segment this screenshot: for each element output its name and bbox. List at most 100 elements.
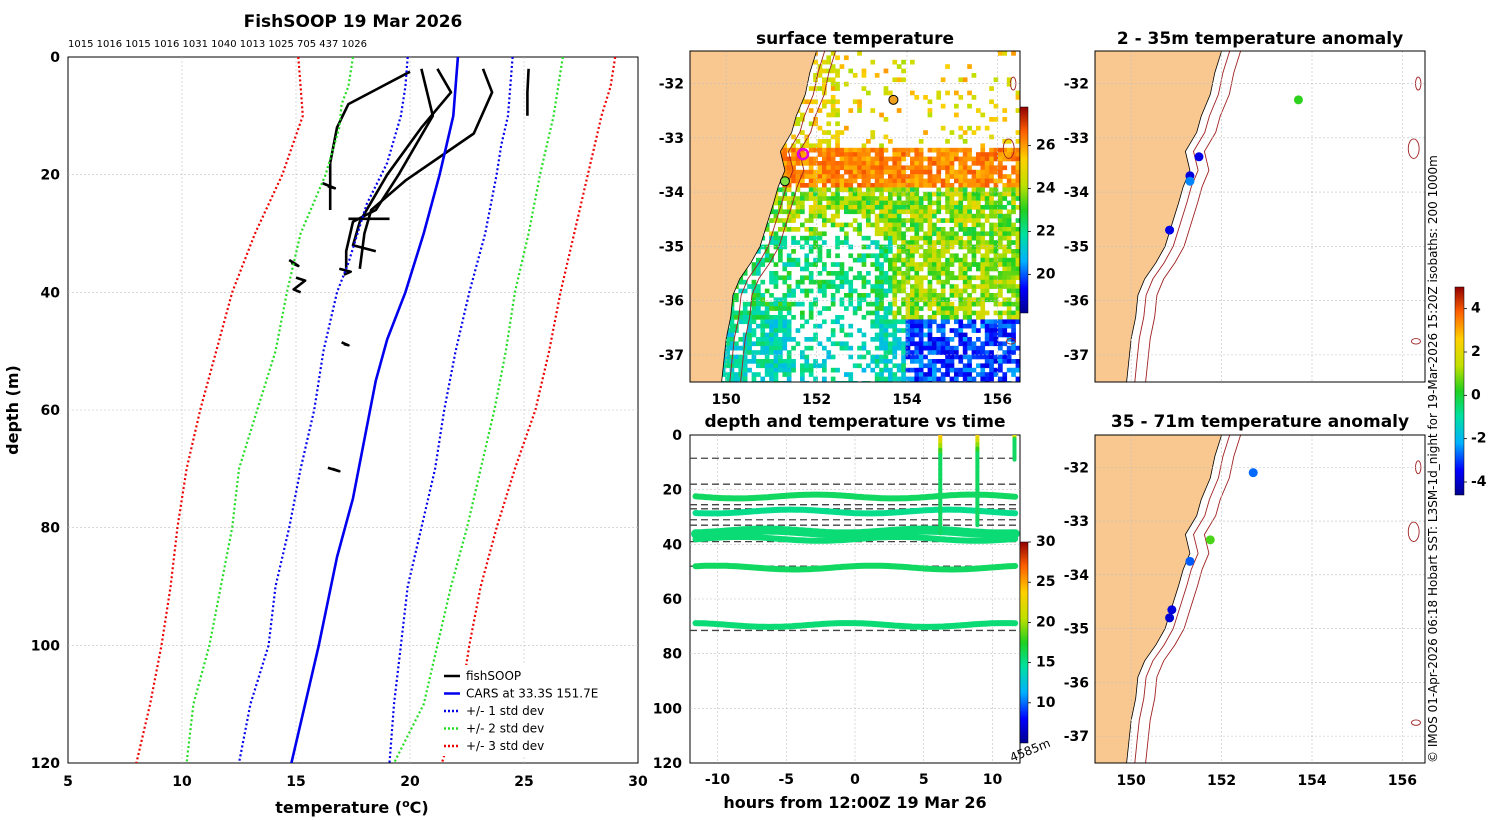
sst-pixel bbox=[993, 323, 999, 329]
sst-pixel bbox=[817, 191, 823, 197]
sst-pixel bbox=[778, 297, 783, 303]
sst-pixel bbox=[954, 257, 959, 263]
sst-pixel bbox=[989, 117, 994, 122]
sst-pixel bbox=[1011, 156, 1016, 162]
sst-pixel bbox=[782, 341, 788, 347]
sst-pixel bbox=[888, 323, 893, 329]
sst-pixel bbox=[918, 152, 924, 157]
sst-pixel bbox=[976, 266, 981, 272]
sst-pixel bbox=[980, 341, 986, 347]
sst-pixel bbox=[971, 262, 977, 267]
sst-pixel bbox=[989, 323, 994, 329]
sst-pixel bbox=[984, 341, 990, 347]
sst-pixel bbox=[980, 205, 986, 210]
sst-pixel bbox=[839, 183, 845, 188]
sst-pixel bbox=[786, 156, 792, 162]
sst-pixel bbox=[734, 372, 739, 377]
sst-pixel bbox=[932, 288, 937, 294]
sst-pixel bbox=[993, 209, 999, 215]
sst-pixel bbox=[883, 218, 889, 223]
sst-pixel bbox=[901, 200, 906, 206]
sst-pixel bbox=[998, 253, 1003, 259]
sst-pixel bbox=[835, 187, 840, 193]
sst-pixel bbox=[764, 363, 770, 369]
sst-pixel bbox=[901, 187, 906, 193]
sst-pixel bbox=[883, 209, 889, 215]
sst-pixel bbox=[989, 249, 994, 254]
sst-pixel bbox=[874, 275, 880, 281]
sst-pixel bbox=[949, 301, 955, 307]
sst-pixel bbox=[918, 244, 924, 250]
sst-pixel bbox=[808, 143, 814, 149]
anom-deep-frame bbox=[1094, 434, 1426, 764]
sst-pixel bbox=[998, 161, 1003, 166]
sst-pixel bbox=[962, 205, 968, 210]
sst-pixel bbox=[962, 191, 968, 197]
profile-ytick-label: 100 bbox=[31, 638, 60, 654]
sst-pixel bbox=[932, 200, 937, 206]
sst-pixel bbox=[945, 174, 950, 179]
sst-pixel bbox=[945, 205, 950, 210]
sst-pixel bbox=[958, 183, 964, 188]
sst-pixel bbox=[844, 345, 849, 351]
sst-pixel bbox=[1015, 253, 1020, 259]
sst-pixel bbox=[844, 178, 849, 184]
sst-pixel bbox=[905, 183, 911, 188]
sst-pixel bbox=[769, 235, 774, 241]
sst-pixel bbox=[989, 169, 994, 175]
sst-pixel bbox=[791, 178, 796, 184]
sst-pixel bbox=[962, 345, 968, 351]
sst-pixel bbox=[949, 345, 955, 351]
sst-pixel bbox=[888, 90, 893, 96]
sst-pixel bbox=[786, 174, 792, 179]
sst-pixel bbox=[971, 213, 977, 219]
sst-pixel bbox=[967, 297, 972, 303]
sst-pixel bbox=[1002, 354, 1008, 360]
sst-pixel bbox=[870, 262, 876, 267]
sst-pixel bbox=[822, 209, 827, 215]
sst-pixel bbox=[791, 218, 796, 223]
sst-pixel bbox=[786, 354, 792, 360]
sst-pixel bbox=[1015, 244, 1020, 250]
sst-pixel bbox=[1006, 288, 1012, 294]
sst-pixel bbox=[879, 178, 884, 184]
sst-pixel bbox=[962, 367, 968, 373]
sst-pixel bbox=[1011, 262, 1016, 267]
sst-pixel bbox=[958, 354, 964, 360]
sst-pixel bbox=[945, 156, 950, 162]
sst-pixel bbox=[984, 363, 990, 369]
sst-pixel bbox=[738, 372, 744, 377]
sst-pixel bbox=[936, 196, 942, 201]
sst-pixel bbox=[998, 354, 1003, 360]
sst-pixel bbox=[773, 240, 779, 245]
sst-pixel bbox=[839, 130, 845, 135]
sst-pixel bbox=[976, 209, 981, 215]
sst-pixel bbox=[962, 147, 968, 153]
sst-pixel bbox=[826, 156, 832, 162]
sst-pixel bbox=[962, 306, 968, 311]
sst-pixel bbox=[729, 341, 735, 347]
sst-pixel bbox=[905, 306, 911, 311]
sst-pixel bbox=[910, 59, 915, 65]
sst-pixel bbox=[1015, 174, 1020, 179]
anom-shallow-point bbox=[1194, 152, 1204, 162]
sst-pixel bbox=[1011, 191, 1016, 197]
sst-pixel bbox=[874, 284, 880, 289]
sst-pixel bbox=[813, 231, 818, 237]
sst-pixel bbox=[910, 227, 915, 232]
sst-pixel bbox=[857, 183, 862, 188]
sst-pixel bbox=[971, 341, 977, 347]
sst-pixel bbox=[1002, 183, 1008, 188]
sst-pixel bbox=[830, 284, 836, 289]
sst-pixel bbox=[879, 319, 884, 325]
sst-pixel bbox=[879, 262, 884, 267]
sst-pixel bbox=[808, 372, 814, 377]
sst-pixel bbox=[883, 359, 889, 364]
sst-pixel bbox=[852, 227, 858, 232]
sst-pixel bbox=[905, 178, 911, 184]
sst-pixel bbox=[945, 275, 950, 281]
sst-pixel bbox=[808, 205, 814, 210]
sst-pixel bbox=[817, 284, 823, 289]
sst-pixel bbox=[940, 297, 946, 303]
